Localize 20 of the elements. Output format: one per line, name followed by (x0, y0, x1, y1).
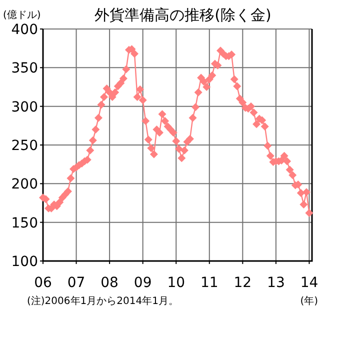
y-tick-label: 200 (11, 176, 38, 193)
x-axis-title: (年) (300, 295, 318, 307)
text: (注)2006年1月から2014年1月。 (27, 295, 178, 307)
y-tick-label: 350 (11, 60, 38, 77)
x-tick-label: 08 (100, 275, 118, 291)
y-tick-label: 300 (11, 99, 38, 116)
x-tick-label: 06 (34, 275, 52, 291)
y-tick-label: 250 (11, 138, 38, 154)
x-tick-label: 11 (200, 275, 218, 291)
chart-title: 外貨準備高の推移(除く金) (94, 6, 272, 24)
x-tick-label: 14 (300, 275, 318, 291)
y-tick-label: 150 (11, 215, 38, 232)
x-tick-label: 13 (267, 275, 285, 291)
x-tick-label: 12 (234, 275, 252, 291)
y-tick-label: 100 (11, 254, 38, 270)
x-tick-label: 07 (67, 275, 86, 291)
x-tick-label: 10 (167, 275, 186, 291)
y-axis-title: (億ドル) (3, 9, 41, 21)
x-tick-label: 09 (134, 275, 152, 291)
y-tick-label: 400 (11, 22, 38, 38)
